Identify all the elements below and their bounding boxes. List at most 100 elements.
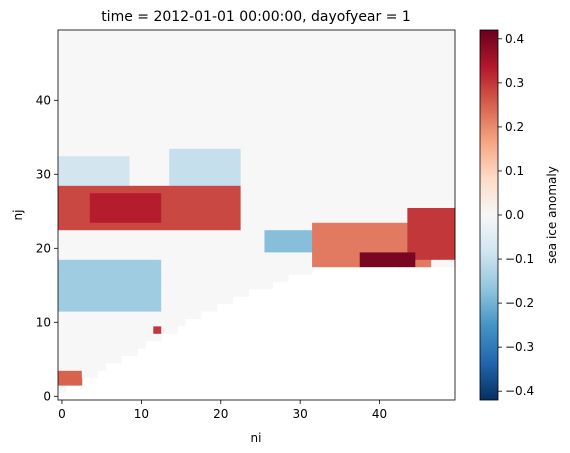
heatmap-cell [296, 148, 305, 157]
heatmap-cell [169, 296, 178, 305]
heatmap-cell [161, 52, 170, 60]
heatmap-cell [256, 89, 265, 97]
heatmap-cell [216, 252, 226, 260]
heatmap-cell [415, 200, 424, 208]
heatmap-cell [145, 303, 154, 312]
heatmap-cell [320, 81, 329, 90]
heatmap-cell [415, 259, 424, 268]
heatmap-cell [58, 37, 67, 46]
heatmap-cell [256, 104, 265, 112]
heatmap-cell [105, 104, 114, 112]
heatmap-cell [335, 126, 345, 134]
heatmap-cell [248, 118, 257, 127]
heatmap-cell [58, 259, 67, 268]
heatmap-cell [423, 200, 432, 208]
heatmap-cell [367, 37, 376, 46]
heatmap-cell [216, 192, 226, 201]
heatmap-cell [81, 289, 91, 297]
heatmap-cell [288, 81, 297, 90]
colorbar-tick-label: 0.2 [505, 120, 524, 134]
heatmap-cell [97, 311, 107, 319]
heatmap-cell [224, 229, 234, 238]
heatmap-cell [73, 355, 83, 364]
heatmap-cell [89, 355, 99, 364]
heatmap-cell [248, 104, 257, 112]
heatmap-cell [177, 318, 186, 327]
heatmap-cell [58, 303, 67, 312]
heatmap-cell [65, 318, 75, 327]
heatmap-cell [200, 118, 210, 127]
heatmap-cell [320, 207, 329, 216]
heatmap-cell [137, 274, 146, 282]
heatmap-cell [105, 311, 114, 319]
heatmap-cell [161, 192, 170, 201]
heatmap-cell [200, 67, 210, 75]
heatmap-cell [169, 74, 178, 83]
heatmap-cell [185, 111, 194, 120]
heatmap-cell [129, 192, 138, 201]
heatmap-cell [296, 59, 305, 68]
heatmap-cell [280, 44, 289, 53]
heatmap-cell [431, 104, 440, 112]
heatmap-cell [169, 318, 178, 327]
heatmap-cell [200, 59, 210, 68]
heatmap-cell [65, 96, 75, 105]
heatmap-cell [375, 259, 384, 268]
heatmap-cell [89, 74, 99, 83]
heatmap-cell [383, 207, 392, 216]
heatmap-cell [335, 96, 345, 105]
heatmap-cell [105, 118, 114, 127]
heatmap-cell [327, 244, 337, 253]
heatmap-cell [137, 44, 146, 53]
heatmap-cell [407, 252, 416, 260]
heatmap-cell [256, 244, 265, 253]
heatmap-cell [129, 348, 138, 356]
heatmap-cell [177, 296, 186, 305]
heatmap-cell [216, 148, 226, 157]
heatmap-cell [105, 59, 114, 68]
heatmap-cell [200, 229, 210, 238]
heatmap-cell [280, 252, 289, 260]
heatmap-cell [375, 185, 384, 194]
heatmap-cell [97, 237, 107, 245]
heatmap-cell [272, 222, 281, 231]
heatmap-cell [375, 37, 384, 46]
heatmap-cell [65, 37, 75, 46]
heatmap-cell [200, 244, 210, 253]
heatmap-cell [399, 52, 408, 60]
heatmap-cell [137, 74, 146, 83]
heatmap-cell [177, 244, 186, 253]
heatmap-cell [327, 192, 337, 201]
heatmap-cell [113, 89, 122, 97]
heatmap-cell [447, 118, 456, 127]
heatmap-cell [208, 163, 218, 171]
heatmap-cell [312, 244, 321, 253]
heatmap-cell [407, 259, 416, 268]
heatmap-cell [399, 192, 408, 201]
heatmap-cell [153, 111, 162, 120]
heatmap-cell [248, 281, 257, 290]
heatmap-cell [423, 192, 432, 201]
heatmap-cell [431, 126, 440, 134]
heatmap-cell [312, 118, 321, 127]
heatmap-cell [153, 192, 162, 201]
heatmap-cell [73, 163, 83, 171]
heatmap-cell [423, 148, 432, 157]
heatmap-cell [439, 252, 448, 260]
heatmap-cell [97, 326, 107, 334]
heatmap-cell [407, 30, 416, 38]
heatmap-cell [288, 104, 297, 112]
heatmap-cell [431, 163, 440, 171]
heatmap-cell [351, 74, 361, 83]
heatmap-cell [288, 215, 297, 223]
heatmap-cell [58, 52, 67, 60]
heatmap-cell [169, 237, 178, 245]
heatmap-cell [391, 141, 400, 149]
heatmap-cell [312, 192, 321, 201]
heatmap-cell [89, 170, 99, 179]
heatmap-cell [58, 266, 67, 275]
heatmap-cell [113, 252, 122, 260]
heatmap-cell [224, 274, 234, 282]
heatmap-cell [351, 81, 361, 90]
heatmap-cell [343, 215, 353, 223]
